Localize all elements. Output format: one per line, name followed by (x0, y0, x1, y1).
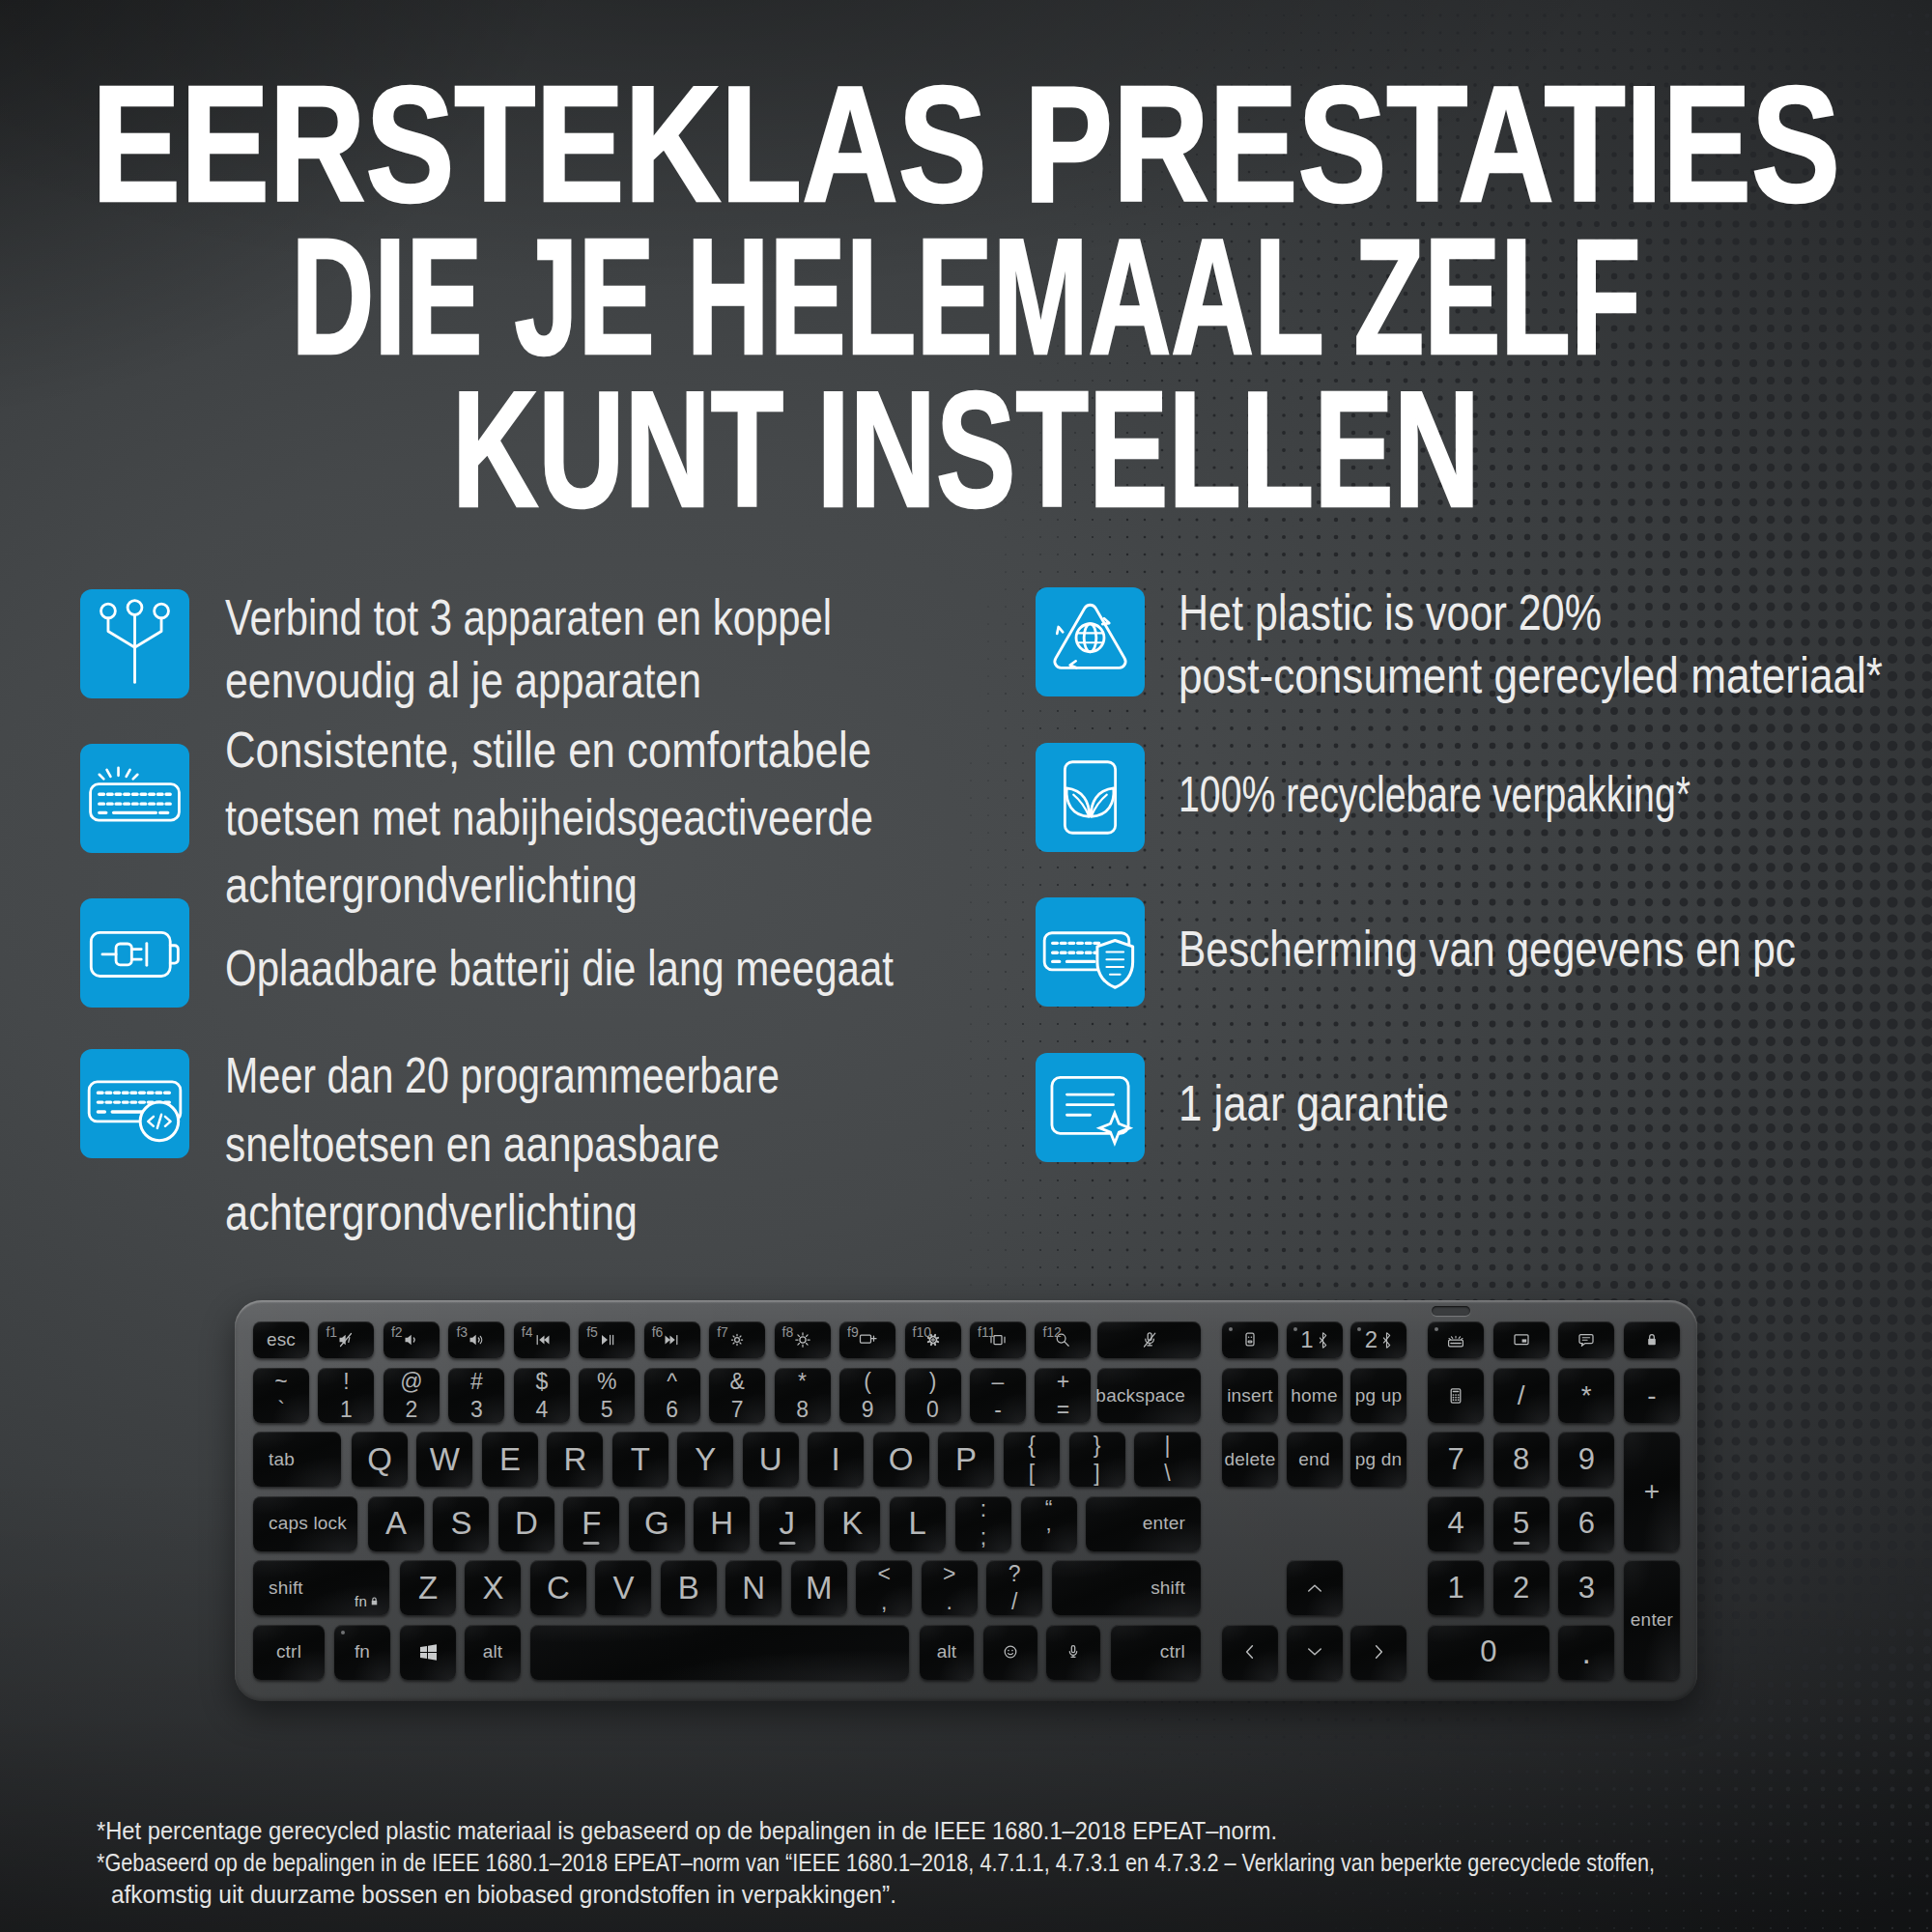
svg-text:100% recyclebare verpakking*: 100% recyclebare verpakking* (1179, 766, 1690, 822)
svg-text:*Het percentage gerecycled pla: *Het percentage gerecycled plastic mater… (97, 1816, 1277, 1845)
svg-text:Bescherming van gegevens en pc: Bescherming van gegevens en pc (1179, 921, 1796, 977)
svg-text:toetsen met nabijheidsgeactive: toetsen met nabijheidsgeactiveerde (225, 789, 873, 845)
svg-text:afkomstig uit duurzame bossen: afkomstig uit duurzame bossen en biobase… (111, 1880, 896, 1909)
svg-text:1 jaar garantie: 1 jaar garantie (1179, 1075, 1449, 1131)
svg-text:Meer dan 20 programmeerbare: Meer dan 20 programmeerbare (225, 1047, 780, 1103)
svg-text:achtergrondverlichting: achtergrondverlichting (225, 1184, 638, 1240)
svg-text:achtergrondverlichting: achtergrondverlichting (225, 857, 638, 913)
svg-text:*Gebaseerd op de bepalingen in: *Gebaseerd op de bepalingen in de IEEE 1… (97, 1848, 1655, 1877)
svg-text:Verbind tot 3 apparaten en kop: Verbind tot 3 apparaten en koppel (225, 589, 832, 645)
svg-text:Oplaadbare batterij die lang m: Oplaadbare batterij die lang meegaat (225, 940, 894, 996)
svg-text:Het plastic is voor 20%: Het plastic is voor 20% (1179, 584, 1602, 640)
svg-text:Consistente, stille en comfort: Consistente, stille en comfortabele (225, 722, 871, 778)
svg-text:sneltoetsen en aanpasbare: sneltoetsen en aanpasbare (225, 1116, 720, 1172)
svg-text:post-consument gerecyled mater: post-consument gerecyled materiaal* (1179, 647, 1883, 703)
svg-text:eenvoudig al je apparaten: eenvoudig al je apparaten (225, 652, 701, 708)
svg-text:KUNT INSTELLEN: KUNT INSTELLEN (452, 357, 1480, 541)
